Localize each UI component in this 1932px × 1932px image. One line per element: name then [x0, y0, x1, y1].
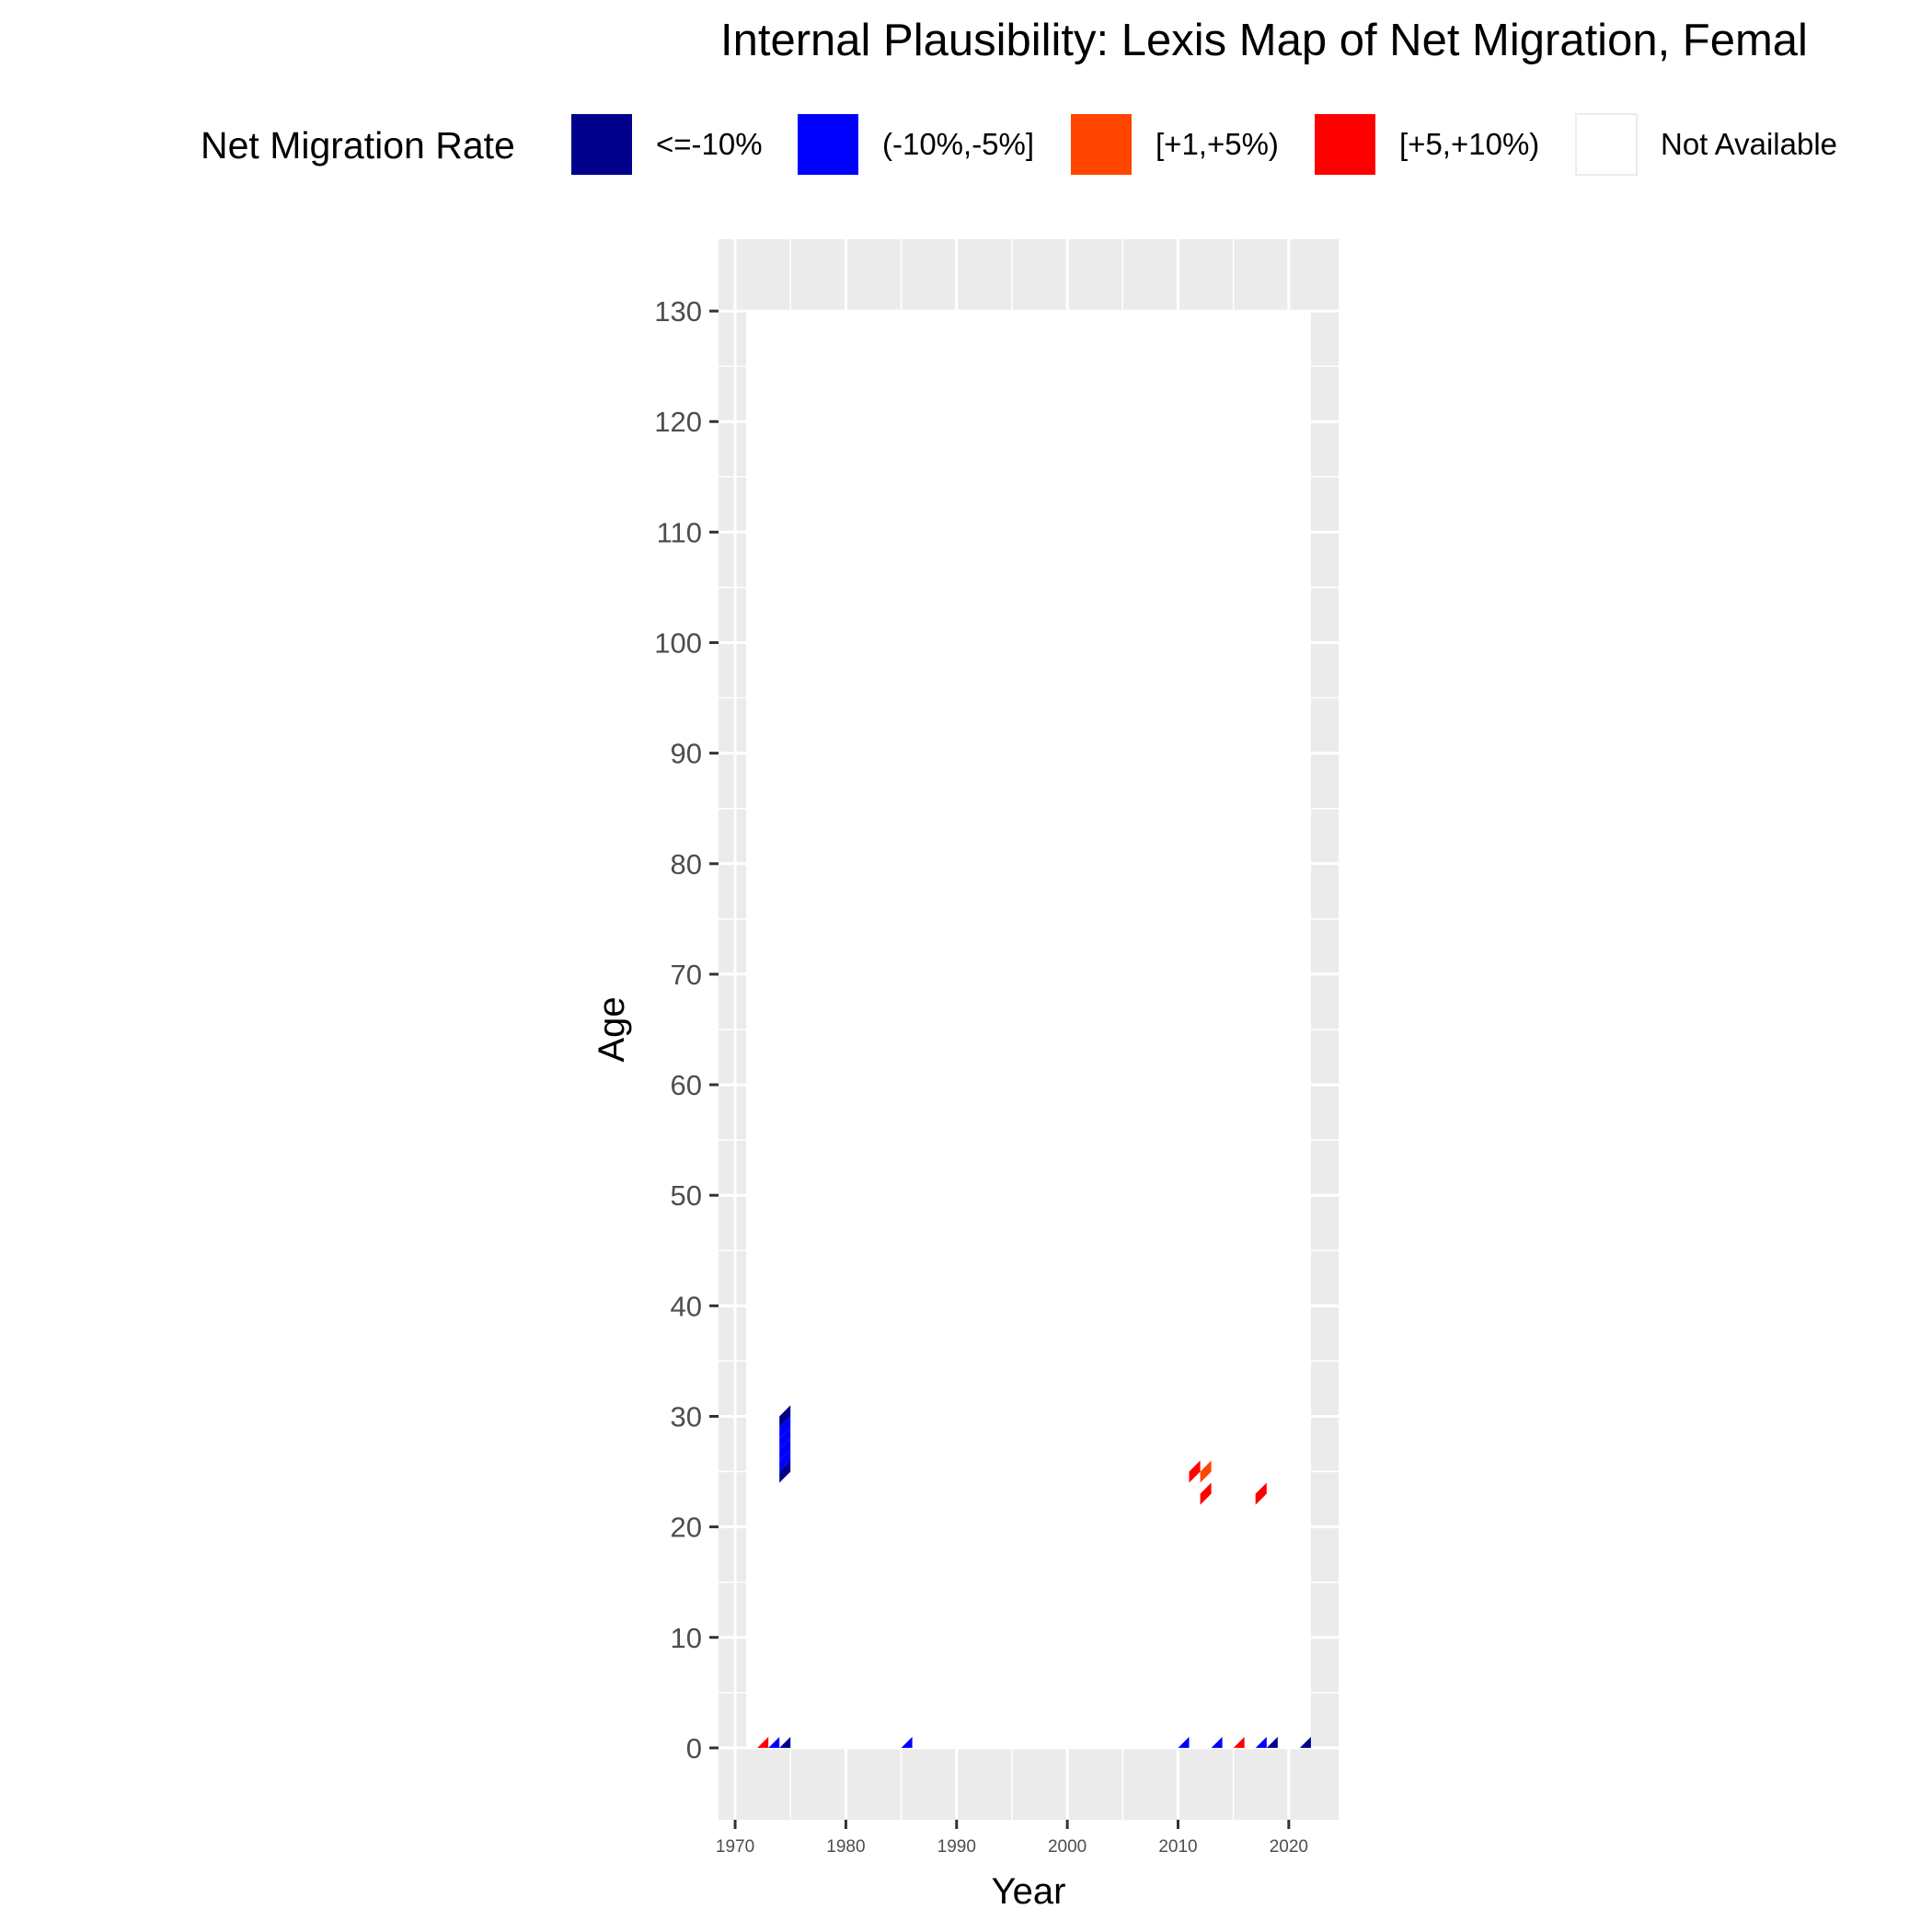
- x-tick-label: 2000: [1048, 1837, 1087, 1857]
- lexis-cell: [1255, 1482, 1267, 1505]
- lexis-cell: [901, 1736, 913, 1748]
- lexis-cell: [779, 1460, 791, 1483]
- lexis-cell: [1299, 1736, 1311, 1748]
- y-tick-label: 80: [671, 848, 702, 880]
- y-tick-label: 130: [654, 295, 702, 328]
- lexis-cell: [1200, 1460, 1212, 1483]
- axes: 0 10 20 30 40 50 60 70 80 90 100 110 120 130 1970 1980 1…: [654, 295, 1308, 1857]
- y-tick-label: 60: [671, 1069, 702, 1101]
- lexis-cell: [779, 1449, 791, 1472]
- chart-title: Internal Plausibility: Lexis Map of Net …: [720, 16, 1808, 65]
- y-tick-label: 90: [671, 738, 702, 770]
- y-tick-label: 100: [654, 627, 702, 660]
- lexis-cell: [779, 1438, 791, 1461]
- lexis-cell: [779, 1416, 791, 1439]
- lexis-cell: [779, 1427, 791, 1450]
- lexis-cell: [1233, 1736, 1245, 1748]
- lexis-data-region: [746, 311, 1311, 1748]
- lexis-cell: [1189, 1460, 1201, 1483]
- x-tick-label: 2020: [1270, 1837, 1308, 1857]
- legend-label-4: Not Available: [1661, 127, 1837, 161]
- legend-title: Net Migration Rate: [201, 124, 515, 167]
- legend-label-2: [+1,+5%): [1156, 127, 1279, 161]
- y-tick-label: 120: [654, 406, 702, 438]
- legend-key-4: [1575, 113, 1638, 176]
- x-axis-title: Year: [992, 1871, 1066, 1912]
- y-tick-label: 40: [671, 1290, 702, 1322]
- y-tick-label: 30: [671, 1400, 702, 1432]
- lexis-cell: [1255, 1736, 1267, 1748]
- x-tick-label: 1980: [826, 1837, 865, 1857]
- lexis-cell: [757, 1736, 769, 1748]
- legend-label-3: [+5,+10%): [1399, 127, 1539, 161]
- y-tick-label: 10: [671, 1622, 702, 1654]
- x-tick-label: 2010: [1158, 1837, 1197, 1857]
- legend-key-3: [1315, 114, 1375, 175]
- y-tick-label: 50: [671, 1179, 702, 1212]
- y-tick-label: 20: [671, 1512, 702, 1544]
- legend-key-2: [1071, 114, 1132, 175]
- legend-label-0: <=-10%: [656, 127, 763, 161]
- lexis-cells: [757, 1405, 1311, 1748]
- y-tick-label: 0: [686, 1732, 702, 1765]
- x-tick-label: 1970: [716, 1837, 754, 1857]
- lexis-cell: [1200, 1482, 1212, 1505]
- y-axis-title: Age: [592, 996, 632, 1062]
- legend-key-0: [571, 114, 632, 175]
- y-tick-label: 70: [671, 959, 702, 991]
- lexis-cell: [1266, 1736, 1278, 1748]
- lexis-cell: [779, 1405, 791, 1428]
- x-tick-label: 1990: [937, 1837, 976, 1857]
- legend: Net Migration Rate <=-10% (-10%,-5%] [+1,+…: [201, 113, 1837, 176]
- legend-key-1: [798, 114, 858, 175]
- lexis-cell: [779, 1736, 791, 1748]
- lexis-cell: [1178, 1736, 1190, 1748]
- legend-label-1: (-10%,-5%]: [882, 127, 1034, 161]
- lexis-cell: [1211, 1736, 1223, 1748]
- y-tick-label: 110: [657, 516, 702, 548]
- lexis-cell: [768, 1736, 780, 1748]
